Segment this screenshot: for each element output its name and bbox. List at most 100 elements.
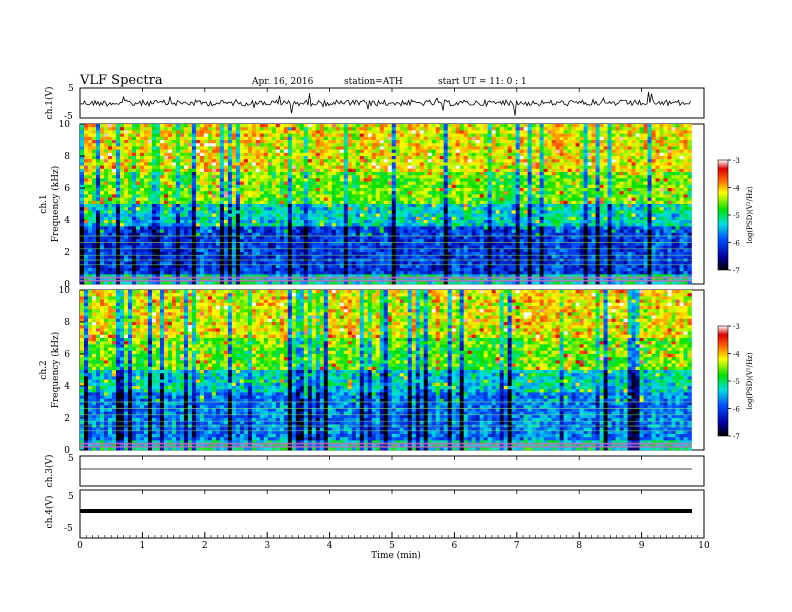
spectrogram-cell (355, 159, 361, 163)
spectrogram-cell (99, 223, 105, 227)
spectrogram-cell (607, 130, 612, 134)
spectrogram-cell (187, 149, 193, 154)
spectrogram-cell (311, 124, 317, 128)
spectrogram-cell (263, 226, 269, 230)
spectrogram-cell (87, 188, 93, 192)
spectrogram-cell (551, 133, 556, 138)
spectrogram-cell (303, 136, 309, 141)
spectrogram-cell (403, 152, 409, 157)
spectrogram-cell (167, 172, 173, 176)
ch1-waveform-panel: 5 -5 ch.1(V) (44, 84, 705, 122)
spectrogram-cell (499, 143, 504, 147)
spectrogram-cell (455, 216, 461, 221)
spectrogram-cell (439, 136, 445, 141)
spectrogram-cell (295, 168, 301, 173)
spectrogram-cell (531, 197, 536, 202)
spectrogram-cell (311, 181, 317, 186)
spectrogram-cell (235, 181, 241, 186)
spectrogram-cell (119, 143, 125, 147)
spectrogram-cell (179, 133, 185, 138)
spectrogram-cell (671, 194, 676, 198)
spectrogram-cell (383, 149, 389, 154)
spectrogram-cell (315, 168, 321, 173)
spectrogram-cell (91, 194, 97, 198)
spectrogram-cell (367, 216, 373, 221)
spectrogram-cell (123, 175, 129, 179)
spectrogram-cell (671, 159, 676, 163)
spectrogram-cell (215, 133, 221, 138)
spectrogram-cell (255, 213, 261, 218)
spectrogram-cell (367, 143, 373, 147)
spectrogram-cell (639, 194, 644, 198)
spectrogram-cell (115, 140, 121, 144)
spectrogram-cell (527, 168, 532, 173)
spectrogram-cell (335, 181, 341, 186)
spectrogram-cell (615, 146, 620, 150)
spectrogram-cell (643, 165, 648, 170)
spectrogram-cell (375, 210, 381, 214)
spectrogram-cell (199, 223, 205, 227)
spectrogram-cell (231, 213, 237, 218)
spectrogram-cell (543, 200, 548, 205)
spectrogram-cell (99, 149, 105, 154)
spectrogram-cell (567, 168, 572, 173)
spectrogram-cell (391, 143, 397, 147)
spectrogram-cell (99, 181, 105, 186)
spectrogram-cell (487, 181, 492, 186)
spectrogram-cell (523, 140, 528, 144)
spectrogram-cell (663, 146, 668, 150)
spectrogram-cell (367, 213, 373, 218)
spectrogram-cell (80, 213, 85, 218)
spectrogram-cell (591, 200, 596, 205)
spectrogram-cell (239, 140, 245, 144)
spectrogram-cell (627, 181, 632, 186)
spectrogram-cell (151, 178, 157, 182)
spectrogram-cell (283, 159, 289, 163)
spectrogram-cell (251, 204, 257, 208)
spectrogram-cell (431, 152, 437, 157)
spectrogram-cell (307, 136, 313, 141)
spectrogram-cell (535, 143, 540, 147)
spectrogram-cell (323, 175, 329, 179)
spectrogram-cell (219, 207, 225, 211)
spectrogram-cell (647, 191, 652, 195)
spectrogram-cell (367, 175, 373, 179)
spectrogram-cell (171, 223, 177, 227)
spectrogram-cell (583, 165, 588, 170)
spectrogram-cell (639, 146, 644, 150)
spectrogram-cell (559, 140, 564, 144)
spectrogram-cell (471, 124, 476, 128)
spectrogram-cell (395, 159, 401, 163)
spectrogram-cell (275, 178, 281, 182)
spectrogram-cell (487, 165, 492, 170)
spectrogram-cell (247, 194, 253, 198)
spectrogram-cell (199, 178, 205, 182)
spectrogram-cell (555, 216, 560, 221)
spectrogram-cell (359, 130, 365, 134)
spectrogram-cell (319, 220, 325, 224)
spectrogram-cell (391, 204, 397, 208)
spectrogram-cell (595, 223, 600, 227)
ch1-waveform-line (79, 91, 691, 116)
spectrogram-cell (295, 143, 301, 147)
spectrogram-cell (127, 220, 133, 224)
spectrogram-cell (223, 210, 229, 214)
spectrogram-cell (119, 204, 125, 208)
spectrogram-cell (595, 165, 600, 170)
spectrogram-cell (147, 133, 153, 138)
spectrogram-cell (415, 220, 421, 224)
spectrogram-cell (555, 223, 560, 227)
spectrogram-cell (279, 124, 285, 128)
spectrogram-cell (567, 143, 572, 147)
spectrogram-cell (411, 165, 417, 170)
spectrogram-cell (163, 136, 169, 141)
spectrogram-cell (415, 178, 421, 182)
spectrogram-cell (659, 184, 664, 189)
spectrogram-cell (179, 178, 185, 182)
spectrogram-cell (255, 188, 261, 192)
spectrogram-cell (203, 216, 209, 221)
spectrogram-cell (603, 156, 608, 160)
spectrogram-cell (235, 200, 241, 205)
spectrogram-cell (395, 149, 401, 154)
spectrogram-cell (175, 140, 181, 144)
